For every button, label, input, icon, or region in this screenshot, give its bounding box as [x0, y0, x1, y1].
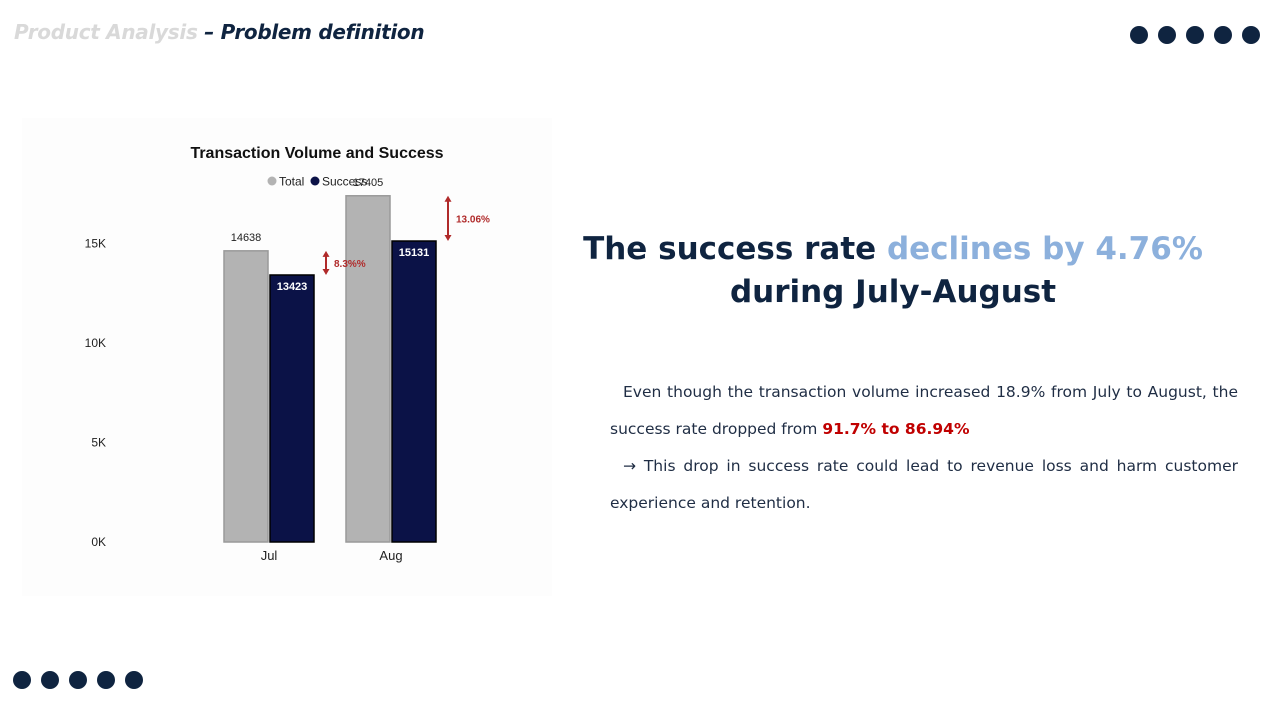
diff-arrow-aug [444, 195, 452, 242]
decorative-dot [41, 671, 59, 689]
diff-arrow-head-up [444, 195, 452, 202]
x-tick-label-jul: Jul [261, 548, 278, 563]
legend-label-total: Total [279, 175, 304, 189]
bar-total-aug [345, 195, 391, 543]
x-tick-label-aug: Aug [379, 548, 402, 563]
diff-arrow-head-up [322, 250, 330, 257]
decorative-dot [13, 671, 31, 689]
decorative-dot [1242, 26, 1260, 44]
decorative-dot [1186, 26, 1204, 44]
decorative-dot [97, 671, 115, 689]
chart-annotations: 8.3%% 13.06% [322, 195, 490, 275]
data-label-total-jul: 14638 [231, 232, 262, 244]
chart-bars [223, 195, 437, 543]
transaction-chart: Transaction Volume and Success Total Succ… [85, 145, 490, 563]
legend-label-success: Success [322, 175, 367, 189]
decorative-dot [69, 671, 87, 689]
headline-highlight: declines by 4.76% [886, 231, 1203, 267]
diff-label-aug: 13.06% [456, 214, 490, 225]
body-paragraph-1-text: Even though the transaction volume incre… [610, 383, 1238, 438]
chart-legend: Total Success [267, 175, 367, 189]
legend-marker-total [267, 176, 277, 186]
body-text: Even though the transaction volume incre… [610, 374, 1238, 522]
headline: The success rate declines by 4.76% during… [560, 228, 1226, 314]
page-title-topic: – Problem definition [197, 20, 425, 44]
bar-success-aug [391, 240, 437, 543]
bar-success-jul [269, 274, 315, 543]
bottom-dots-decoration [13, 671, 143, 689]
chart-labels: 14638 13423 Jul 17405 15131 Aug [231, 177, 430, 563]
y-tick-label: 5K [91, 436, 106, 450]
decorative-dot [1130, 26, 1148, 44]
success-rate-change: 91.7% to 86.94% [822, 420, 970, 438]
y-axis: 0K 5K 10K 15K [85, 237, 106, 549]
decorative-dot [1158, 26, 1176, 44]
data-label-success-aug: 15131 [399, 247, 430, 259]
top-dots-decoration [1130, 26, 1260, 44]
data-label-total-aug: 17405 [353, 177, 384, 189]
decorative-dot [125, 671, 143, 689]
bar-total-jul [223, 250, 269, 543]
headline-part1: The success rate [583, 231, 887, 267]
diff-arrow-head-down [444, 235, 452, 242]
decorative-dot [1214, 26, 1232, 44]
page-title-section: Product Analysis [14, 20, 198, 44]
page-title: Product Analysis – Problem definition [14, 20, 425, 44]
chart-panel: Transaction Volume and Success Total Succ… [22, 118, 552, 596]
data-label-success-jul: 13423 [277, 281, 308, 293]
legend-marker-success [310, 176, 320, 186]
chart-title: Transaction Volume and Success [190, 145, 443, 162]
headline-part2: during July-August [729, 274, 1057, 310]
diff-label-jul: 8.3%% [334, 259, 366, 270]
y-tick-label: 0K [91, 535, 106, 549]
body-paragraph-2: → This drop in success rate could lead t… [610, 457, 1238, 512]
diff-arrow-jul [322, 250, 330, 275]
diff-arrow-head-down [322, 268, 330, 275]
y-tick-label: 15K [85, 237, 106, 251]
body-paragraph-1: Even though the transaction volume incre… [610, 374, 1238, 448]
y-tick-label: 10K [85, 336, 106, 350]
